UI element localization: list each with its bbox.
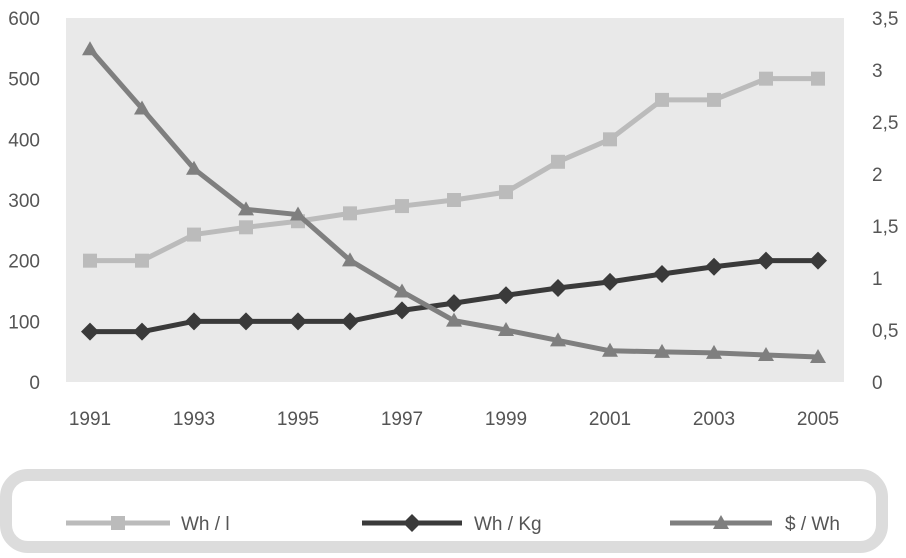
right-tick-label: 3 xyxy=(872,61,883,82)
data-point xyxy=(499,185,513,200)
series-layer xyxy=(81,41,827,364)
data-point xyxy=(343,206,357,221)
left-axis: 0 100 200 300 400 500 600 xyxy=(8,9,40,394)
data-point xyxy=(341,312,359,331)
legend xyxy=(0,469,888,553)
right-tick-label: 0 xyxy=(872,373,883,394)
x-tick-label: 1993 xyxy=(173,409,215,430)
x-tick-label: 2005 xyxy=(797,409,839,430)
data-point xyxy=(135,253,149,268)
right-tick-label: 1 xyxy=(872,269,883,290)
left-tick-label: 300 xyxy=(8,191,40,212)
x-tick-label: 1999 xyxy=(485,409,527,430)
data-point xyxy=(655,92,669,107)
data-point xyxy=(550,332,566,347)
data-point xyxy=(809,251,827,270)
legend-label: $ / Wh xyxy=(785,514,840,535)
data-point xyxy=(81,322,99,341)
data-point xyxy=(498,322,514,336)
data-point xyxy=(705,257,723,276)
data-point xyxy=(134,100,150,115)
data-point xyxy=(497,286,515,305)
data-point xyxy=(342,252,358,267)
legend-marker xyxy=(111,516,125,530)
data-point xyxy=(83,253,97,268)
left-tick-label: 0 xyxy=(29,373,40,394)
x-tick-label: 1991 xyxy=(69,409,111,430)
data-point xyxy=(186,160,202,175)
x-axis: 1991 1993 1995 1997 1999 2001 2003 2005 xyxy=(69,409,839,430)
data-point xyxy=(759,71,773,86)
data-point xyxy=(549,278,567,297)
data-point xyxy=(601,272,619,291)
data-point xyxy=(289,312,307,331)
data-point xyxy=(757,251,775,270)
legend-marker xyxy=(403,514,421,532)
data-point xyxy=(187,227,201,242)
data-point xyxy=(653,265,671,284)
data-point xyxy=(393,301,411,320)
x-tick-label: 1995 xyxy=(277,409,319,430)
x-tick-label: 2001 xyxy=(589,409,631,430)
data-point xyxy=(446,312,462,327)
data-point xyxy=(237,312,255,331)
series-triangle xyxy=(82,41,826,364)
legend-label: Wh / Kg xyxy=(474,514,542,535)
data-point xyxy=(706,344,722,359)
right-tick-label: 0,5 xyxy=(872,321,898,342)
data-point xyxy=(654,343,670,358)
data-point xyxy=(811,71,825,86)
data-point xyxy=(602,342,618,357)
legend-label: Wh / l xyxy=(181,514,230,535)
left-tick-label: 500 xyxy=(8,70,40,91)
right-tick-label: 2 xyxy=(872,165,883,186)
x-tick-label: 2003 xyxy=(693,409,735,430)
data-point xyxy=(603,132,617,147)
legend-entry: Wh / Kg xyxy=(362,514,542,535)
data-point xyxy=(447,193,461,207)
right-tick-label: 1,5 xyxy=(872,217,898,238)
x-tick-label: 1997 xyxy=(381,409,423,430)
data-point xyxy=(239,220,253,235)
data-point xyxy=(551,154,565,169)
data-point xyxy=(758,346,774,361)
data-point xyxy=(395,199,409,214)
data-point xyxy=(82,41,98,56)
legend-items: Wh / l Wh / Kg $ / Wh xyxy=(66,514,840,535)
left-tick-label: 100 xyxy=(8,312,40,333)
data-point xyxy=(133,322,151,341)
left-tick-label: 600 xyxy=(8,9,40,30)
series-diamond xyxy=(81,251,827,341)
legend-entry: $ / Wh xyxy=(670,514,840,535)
legend-entry: Wh / l xyxy=(66,514,230,535)
data-point xyxy=(185,312,203,331)
data-point xyxy=(290,206,306,221)
left-tick-label: 400 xyxy=(8,130,40,151)
data-point xyxy=(707,92,721,107)
left-tick-label: 200 xyxy=(8,252,40,273)
data-point xyxy=(238,201,254,216)
legend-marker xyxy=(713,515,729,529)
right-axis: 0 0,5 1 1,5 2 2,5 3 3,5 xyxy=(872,9,898,394)
data-point xyxy=(810,349,826,364)
right-tick-label: 3,5 xyxy=(872,9,898,30)
right-tick-label: 2,5 xyxy=(872,113,898,134)
data-point xyxy=(445,294,463,313)
data-point xyxy=(394,283,410,298)
